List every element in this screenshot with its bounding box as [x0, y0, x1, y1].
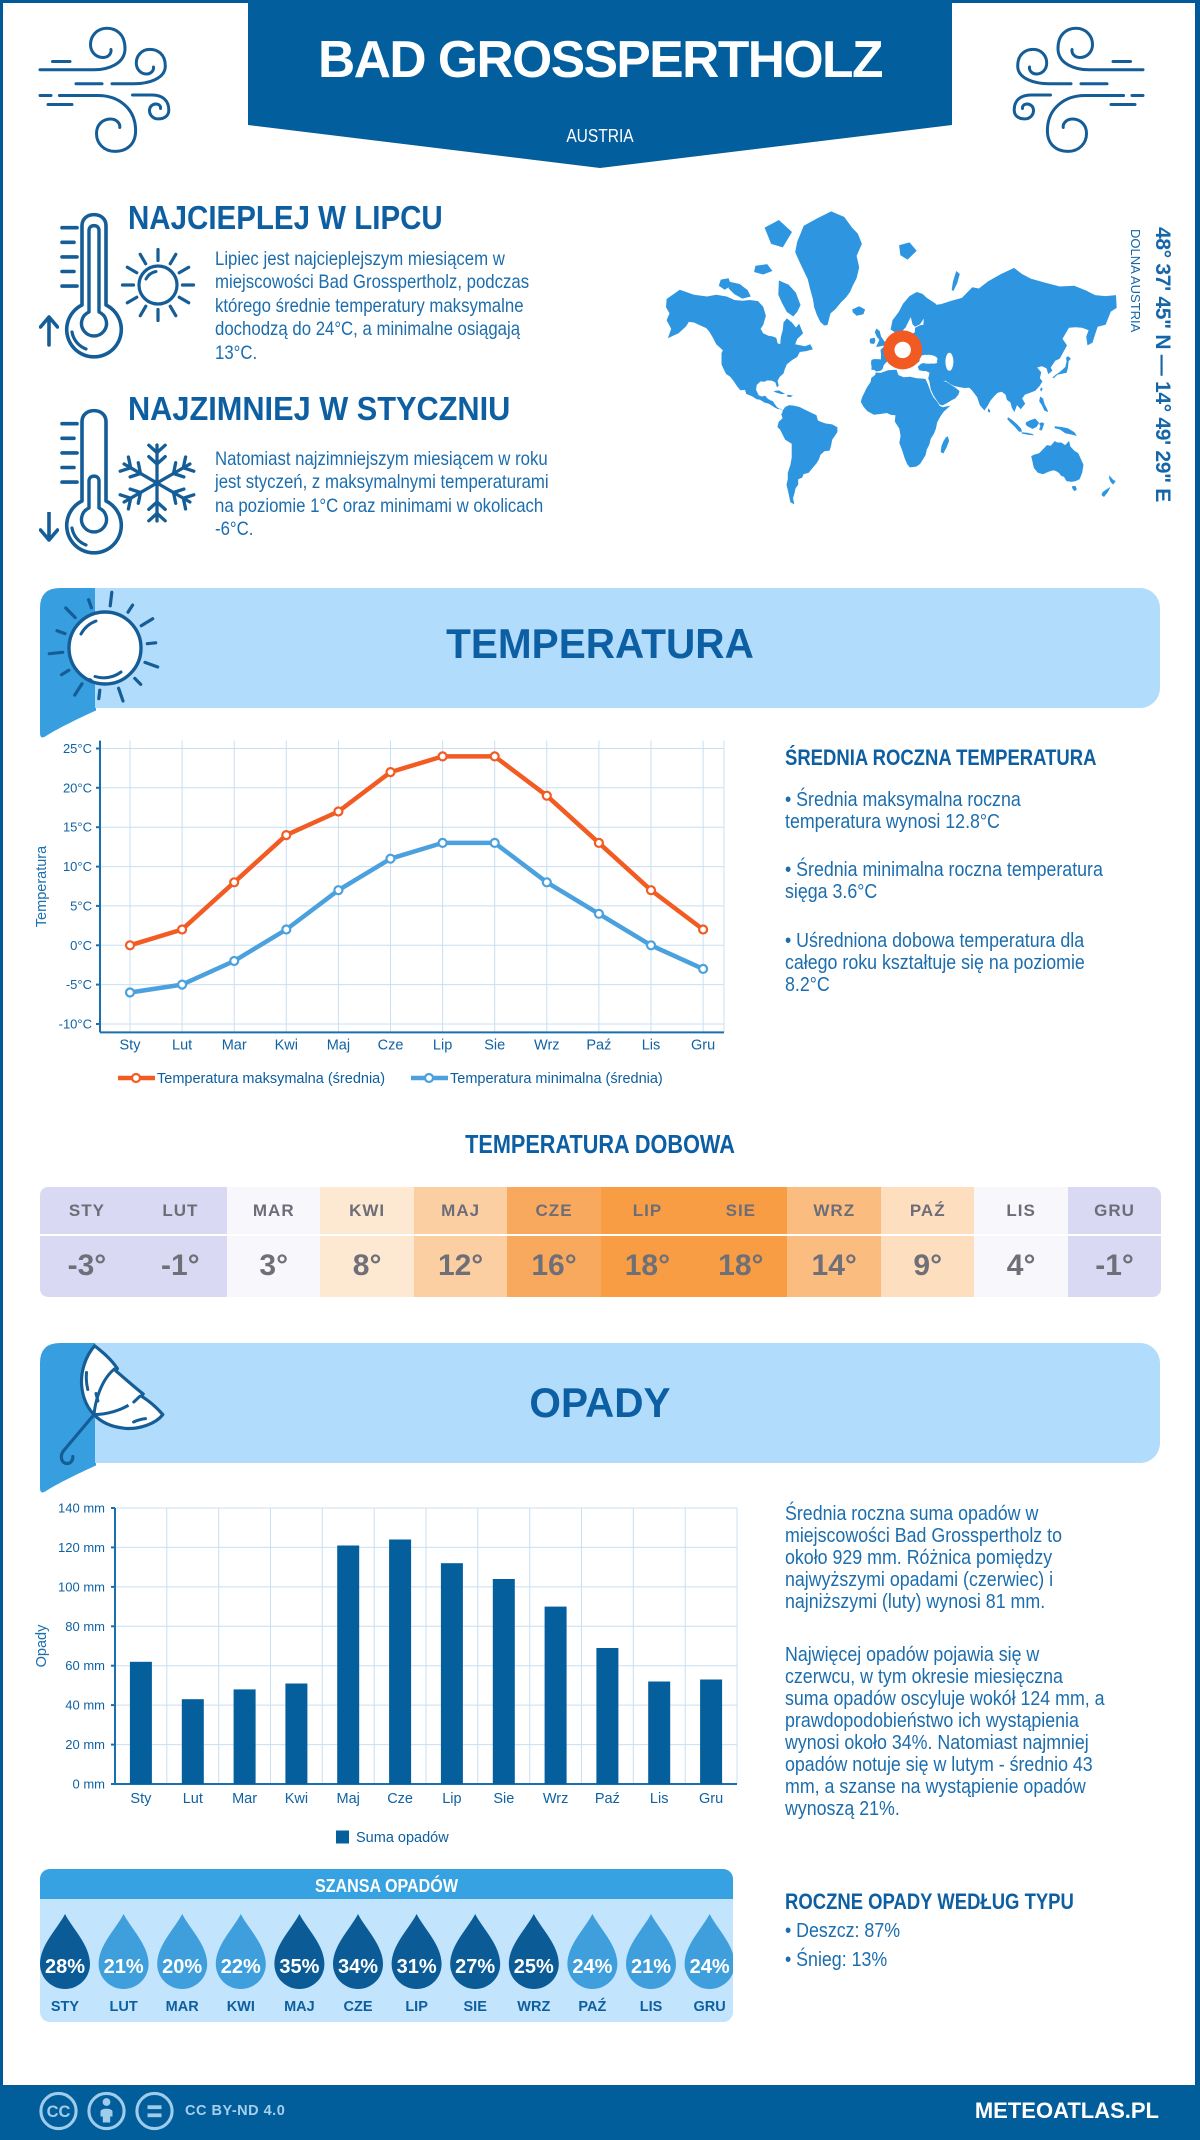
- svg-text:Sty: Sty: [120, 1037, 142, 1053]
- svg-text:Lis: Lis: [650, 1791, 669, 1807]
- svg-text:15°C: 15°C: [63, 820, 92, 835]
- svg-text:Gru: Gru: [691, 1037, 715, 1053]
- svg-text:Gru: Gru: [699, 1791, 723, 1807]
- svg-text:10°C: 10°C: [63, 859, 92, 874]
- svg-text:Maj: Maj: [337, 1791, 360, 1807]
- svg-text:Opady: Opady: [34, 1624, 50, 1667]
- svg-text:31%: 31%: [397, 1956, 437, 1978]
- svg-text:CZE: CZE: [344, 1999, 373, 2015]
- svg-text:Temperatura minimalna (średnia: Temperatura minimalna (średnia): [450, 1071, 663, 1087]
- svg-text:-5°C: -5°C: [66, 977, 92, 992]
- svg-text:Mar: Mar: [222, 1037, 247, 1053]
- svg-text:21%: 21%: [104, 1956, 144, 1978]
- svg-text:20°C: 20°C: [63, 780, 92, 795]
- svg-text:20%: 20%: [162, 1956, 202, 1978]
- svg-text:Maj: Maj: [327, 1037, 350, 1053]
- svg-text:21%: 21%: [631, 1956, 671, 1978]
- svg-text:Kwi: Kwi: [275, 1037, 298, 1053]
- svg-text:Lis: Lis: [642, 1037, 661, 1053]
- svg-text:35%: 35%: [279, 1956, 319, 1978]
- svg-text:27%: 27%: [455, 1956, 495, 1978]
- svg-text:100 mm: 100 mm: [58, 1579, 105, 1594]
- svg-text:120 mm: 120 mm: [58, 1540, 105, 1555]
- svg-text:Lip: Lip: [433, 1037, 452, 1053]
- svg-text:Sie: Sie: [484, 1037, 505, 1053]
- svg-text:20 mm: 20 mm: [65, 1737, 105, 1752]
- svg-text:Paź: Paź: [586, 1037, 611, 1053]
- svg-text:Cze: Cze: [387, 1791, 413, 1807]
- svg-text:MAJ: MAJ: [284, 1999, 315, 2015]
- svg-text:Sie: Sie: [493, 1791, 514, 1807]
- svg-text:Paź: Paź: [595, 1791, 620, 1807]
- svg-text:Temperatura: Temperatura: [34, 845, 50, 927]
- svg-text:Mar: Mar: [232, 1791, 257, 1807]
- svg-text:22%: 22%: [221, 1956, 261, 1978]
- svg-text:GRU: GRU: [693, 1999, 725, 2015]
- svg-text:Lut: Lut: [172, 1037, 192, 1053]
- svg-text:Kwi: Kwi: [285, 1791, 308, 1807]
- svg-text:-10°C: -10°C: [59, 1017, 92, 1032]
- svg-text:Cze: Cze: [378, 1037, 404, 1053]
- svg-text:SIE: SIE: [464, 1999, 488, 2015]
- svg-text:80 mm: 80 mm: [65, 1619, 105, 1634]
- svg-text:25°C: 25°C: [63, 741, 92, 756]
- svg-text:LIP: LIP: [405, 1999, 428, 2015]
- svg-text:0 mm: 0 mm: [73, 1777, 106, 1792]
- svg-text:Wrz: Wrz: [534, 1037, 560, 1053]
- svg-text:24%: 24%: [572, 1956, 612, 1978]
- svg-text:Temperatura maksymalna (średni: Temperatura maksymalna (średnia): [157, 1071, 385, 1087]
- svg-text:Suma opadów: Suma opadów: [356, 1830, 449, 1846]
- svg-text:MAR: MAR: [166, 1999, 200, 2015]
- svg-text:Lut: Lut: [183, 1791, 203, 1807]
- svg-text:WRZ: WRZ: [517, 1999, 550, 2015]
- svg-text:Sty: Sty: [130, 1791, 152, 1807]
- svg-text:28%: 28%: [45, 1956, 85, 1978]
- svg-text:Wrz: Wrz: [543, 1791, 569, 1807]
- svg-text:60 mm: 60 mm: [65, 1658, 105, 1673]
- svg-text:LIS: LIS: [640, 1999, 663, 2015]
- svg-text:40 mm: 40 mm: [65, 1698, 105, 1713]
- svg-text:PAŹ: PAŹ: [578, 1998, 606, 2015]
- svg-text:KWI: KWI: [227, 1999, 255, 2015]
- svg-text:LUT: LUT: [110, 1999, 138, 2015]
- svg-text:STY: STY: [51, 1999, 80, 2015]
- svg-text:24%: 24%: [690, 1956, 730, 1978]
- svg-text:Lip: Lip: [442, 1791, 461, 1807]
- svg-text:5°C: 5°C: [70, 898, 92, 913]
- svg-text:140 mm: 140 mm: [58, 1501, 105, 1516]
- svg-text:CC: CC: [47, 2103, 71, 2121]
- svg-text:0°C: 0°C: [70, 938, 92, 953]
- svg-text:25%: 25%: [514, 1956, 554, 1978]
- svg-text:34%: 34%: [338, 1956, 378, 1978]
